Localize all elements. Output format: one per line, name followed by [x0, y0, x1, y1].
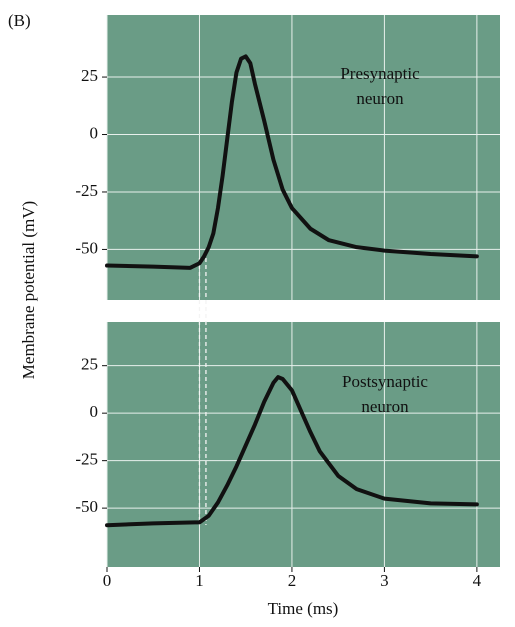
y-tick-label: -25: [75, 450, 98, 469]
annotation: neuron: [356, 89, 404, 108]
x-tick-label: 1: [195, 571, 204, 590]
x-tick-label: 2: [288, 571, 297, 590]
y-tick-label: -25: [75, 181, 98, 200]
annotation: Postsynaptic: [342, 372, 428, 391]
y-tick-label: 25: [81, 66, 98, 85]
data-line: [105, 375, 479, 528]
y-tick-label: -50: [75, 497, 98, 516]
y-tick-label: 0: [90, 402, 99, 421]
y-tick-label: 0: [90, 123, 99, 142]
x-tick-label: 3: [380, 571, 389, 590]
plot-area: [107, 15, 500, 300]
panel-label: (B): [8, 11, 31, 30]
y-tick-label: 25: [81, 355, 98, 374]
y-tick-label: -50: [75, 238, 98, 257]
x-axis-label: Time (ms): [268, 599, 339, 618]
x-tick-label: 4: [473, 571, 482, 590]
x-tick-label: 0: [103, 571, 112, 590]
plot-area: [107, 322, 500, 567]
y-axis-label: Membrane potential (mV): [19, 201, 38, 379]
annotation: Presynaptic: [340, 64, 420, 83]
annotation: neuron: [361, 397, 409, 416]
data-line: [105, 54, 479, 270]
